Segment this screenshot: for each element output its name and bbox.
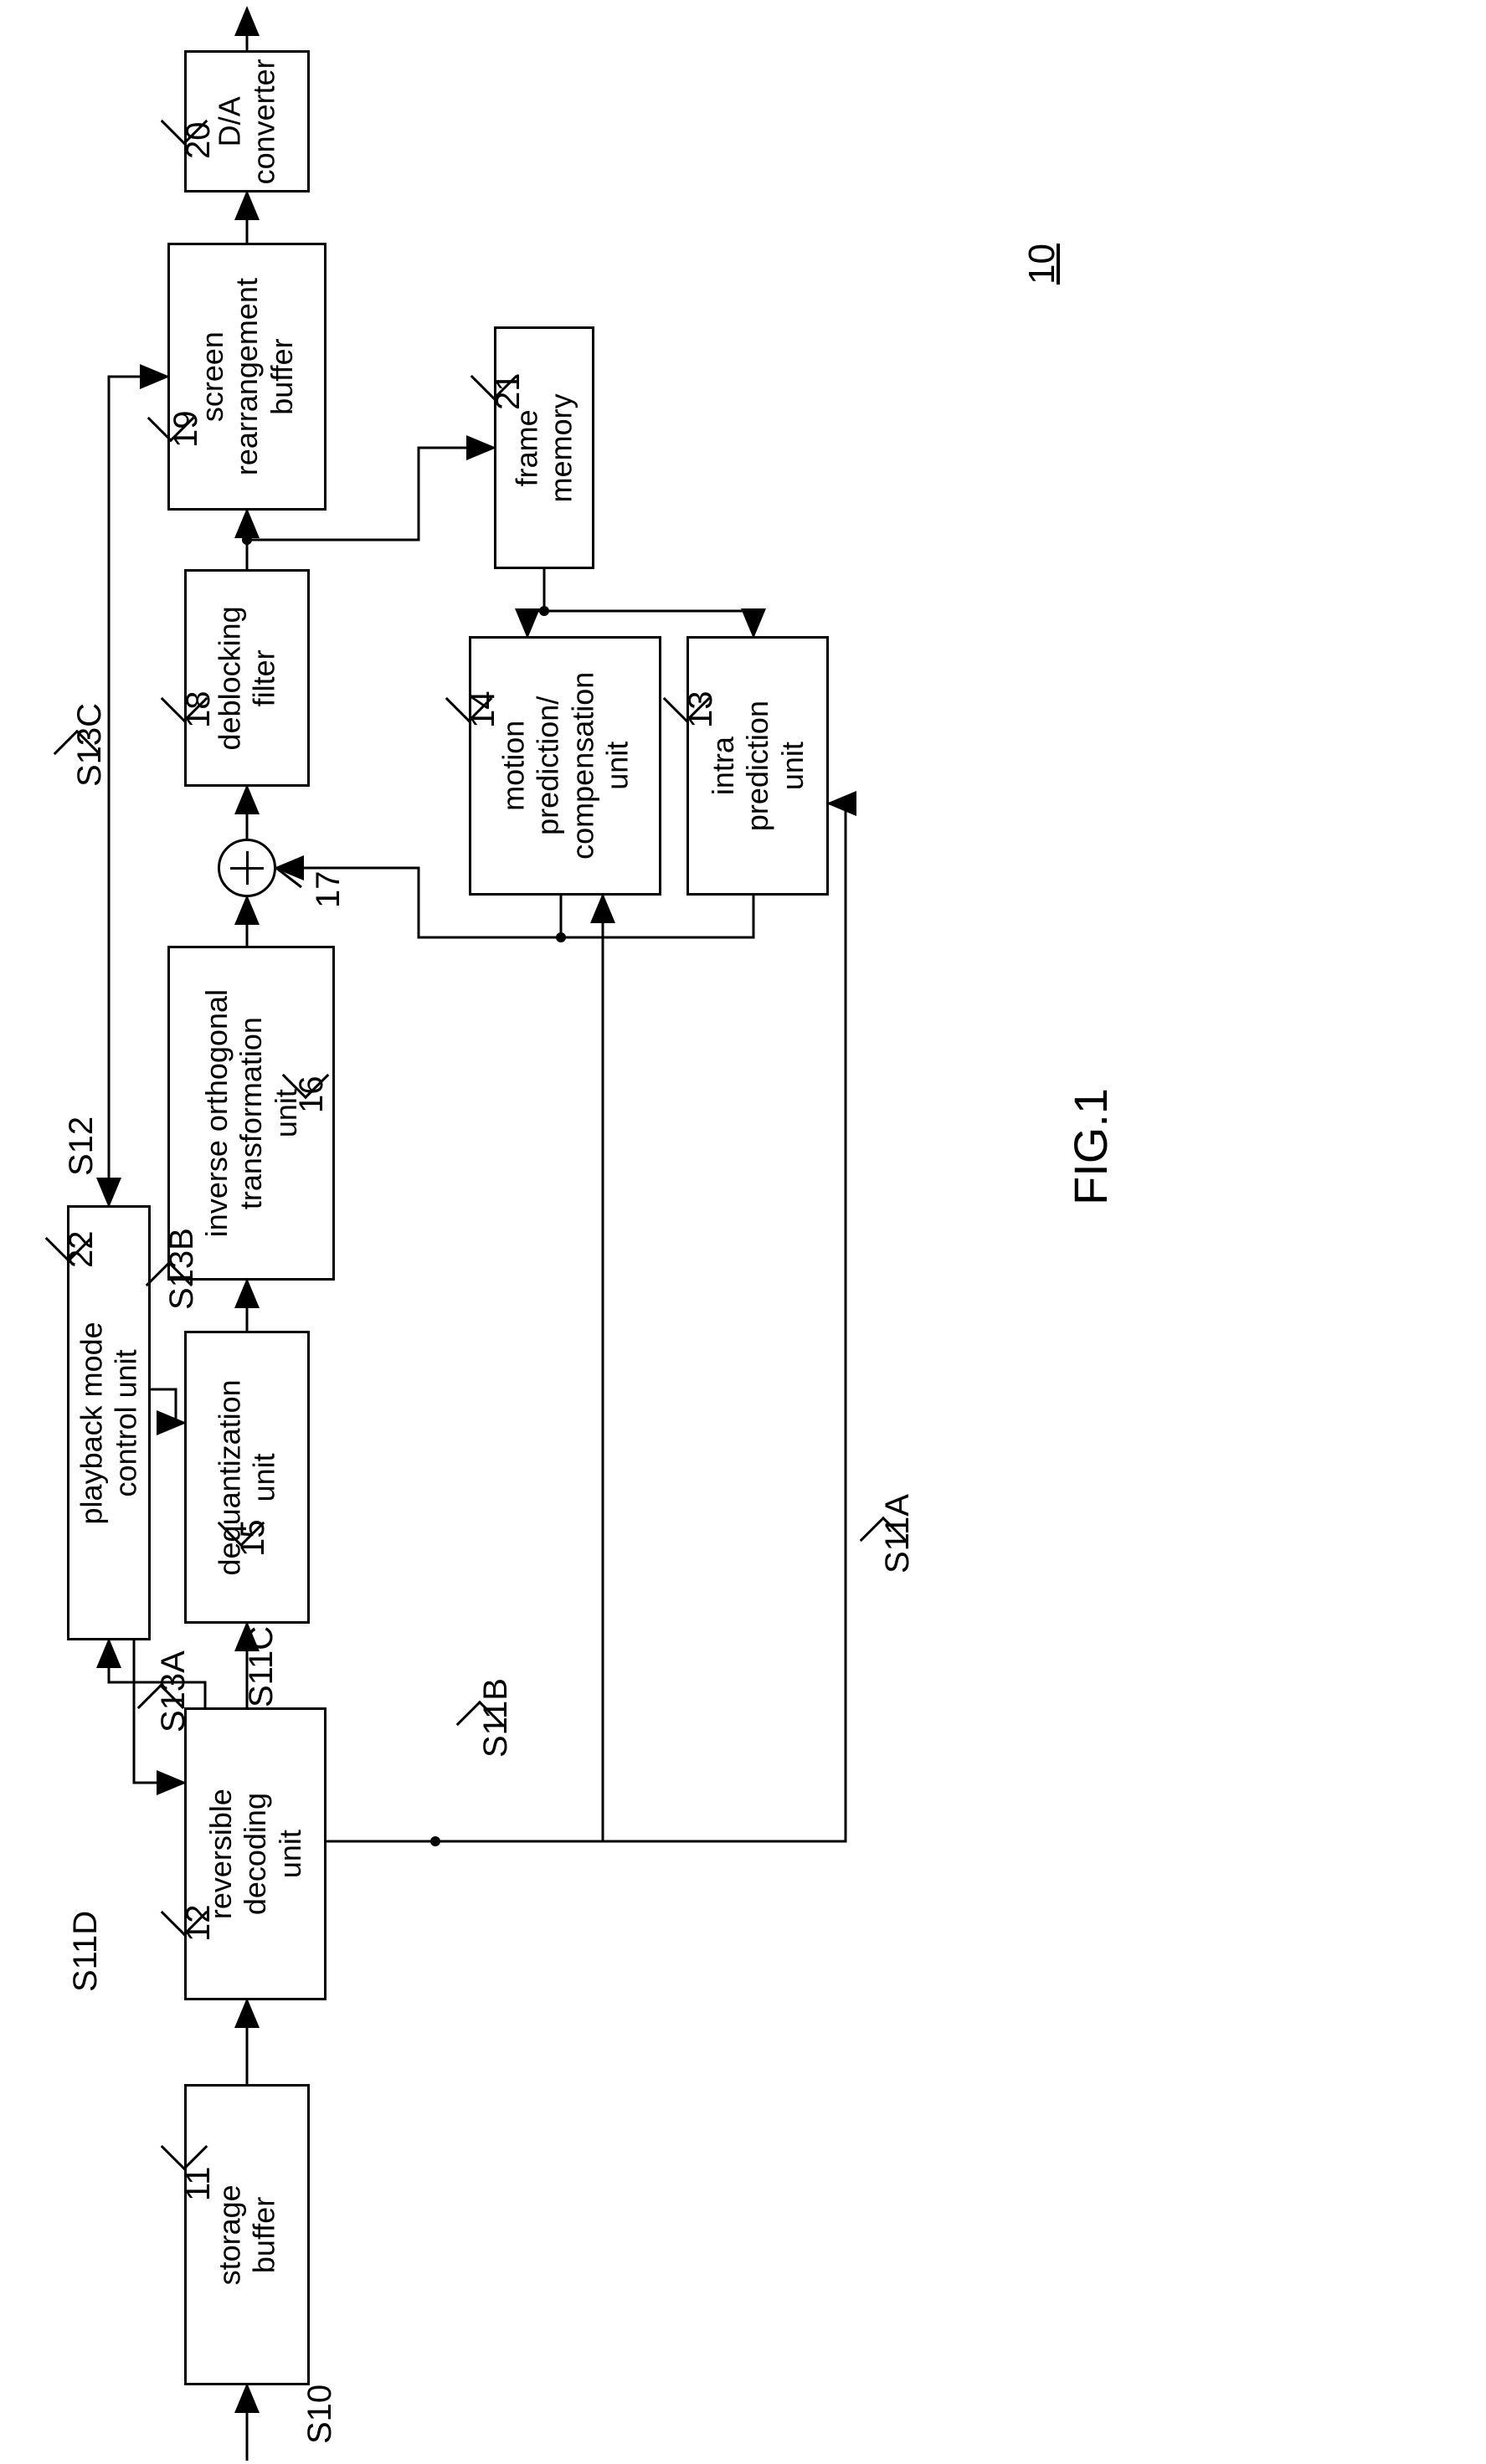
block-screen-rearrangement: screenrearrangementbuffer	[167, 243, 327, 511]
block-label: playback modecontrol unit	[75, 1322, 144, 1524]
block-deblocking: deblockingfilter	[184, 569, 310, 787]
signal-s10: S10	[301, 2384, 339, 2444]
signal-s12: S12	[63, 1116, 100, 1176]
block-label: storagebuffer	[213, 2184, 282, 2285]
figure-caption: FIG.1	[1063, 1088, 1118, 1205]
block-label: deblockingfilter	[213, 606, 282, 750]
adder-node	[218, 839, 276, 897]
ref-storage-buffer: 11	[180, 2166, 218, 2201]
block-intra-prediction: intrapredictionunit	[686, 636, 829, 896]
block-label: inverse orthogonaltransformationunit	[199, 989, 303, 1237]
block-label: motionprediction/compensationunit	[496, 672, 635, 860]
signal-s11c: S11C	[243, 1626, 280, 1707]
signal-s11d: S11D	[67, 1911, 105, 1992]
block-motion-prediction: motionprediction/compensationunit	[469, 636, 661, 896]
block-frame-memory: framememory	[494, 326, 594, 569]
block-dequantization: dequantizationunit	[184, 1331, 310, 1624]
block-storage-buffer: storagebuffer	[184, 2084, 310, 2385]
block-playback-control: playback modecontrol unit	[67, 1205, 151, 1640]
block-label: reversibledecodingunit	[203, 1789, 307, 1919]
block-reversible-decoding: reversibledecodingunit	[184, 1707, 327, 2000]
diagram-canvas: storagebuffer reversibledecodingunit deq…	[0, 0, 1486, 2464]
ref-adder: 17	[310, 871, 347, 909]
figure-system-ref: 10	[1021, 244, 1063, 285]
block-label: D/Aconverter	[213, 59, 282, 184]
block-label: intrapredictionunit	[706, 701, 810, 831]
block-label: screenrearrangementbuffer	[195, 278, 299, 475]
